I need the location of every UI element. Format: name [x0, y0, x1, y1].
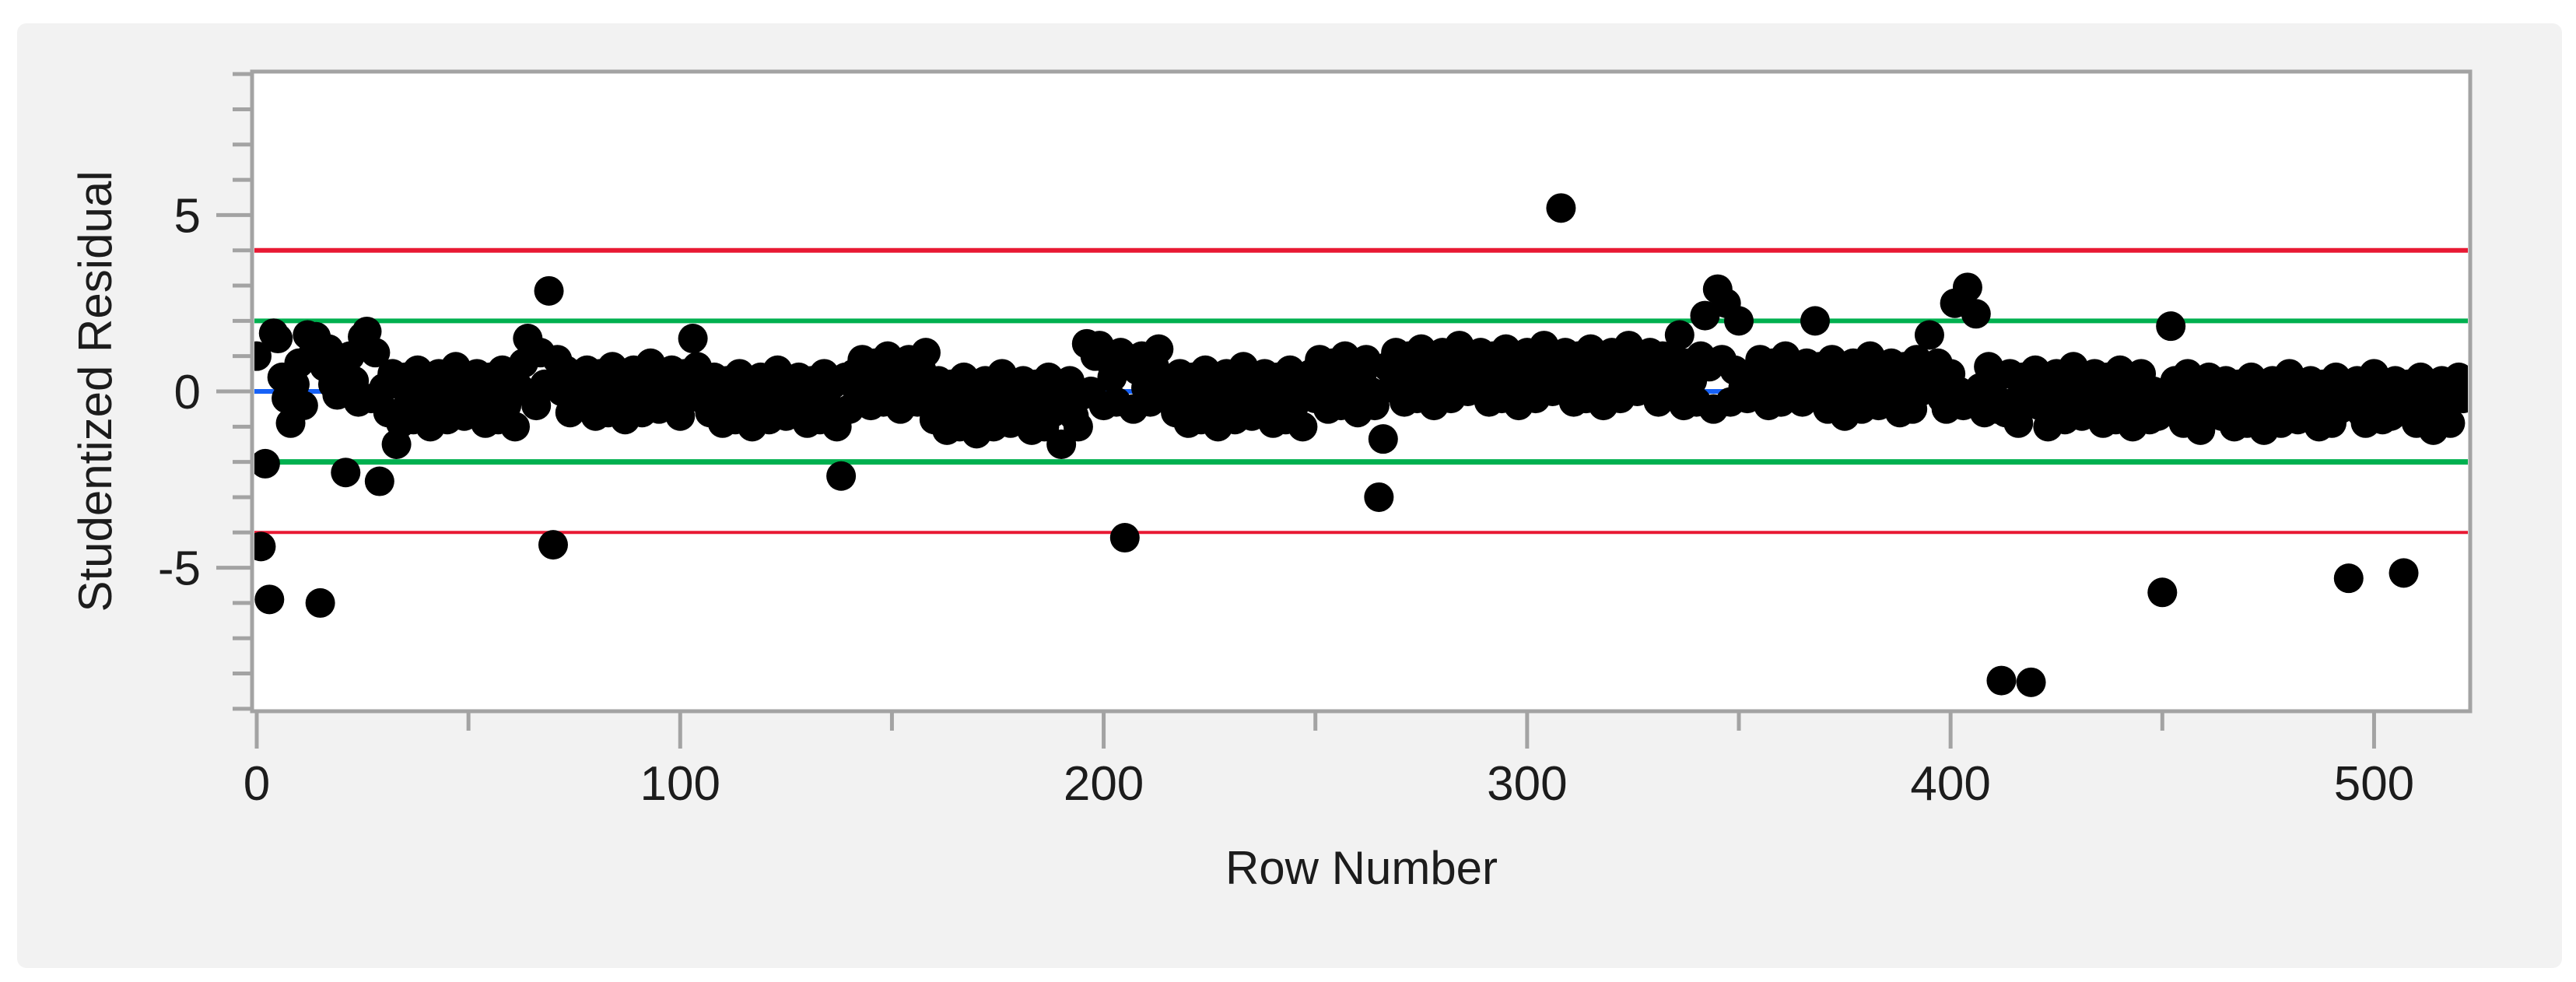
data-point[interactable] [1724, 306, 1754, 336]
x-axis-title: Row Number [1225, 842, 1498, 894]
data-point[interactable] [910, 338, 941, 368]
data-point[interactable] [2333, 563, 2364, 594]
y-tick-label: -5 [158, 542, 201, 596]
data-point[interactable] [1914, 320, 1944, 350]
data-point[interactable] [1063, 412, 1093, 442]
data-point[interactable] [331, 458, 361, 488]
data-point[interactable] [534, 275, 564, 306]
x-tick-label: 200 [1064, 757, 1144, 811]
data-point[interactable] [1664, 320, 1695, 350]
x-tick-label: 0 [244, 757, 270, 811]
data-point[interactable] [500, 412, 531, 442]
data-point[interactable] [1800, 306, 1830, 336]
y-axis-tick-labels: 5 0 -5 [158, 189, 201, 595]
data-point[interactable] [1144, 334, 1174, 364]
data-point[interactable] [2147, 577, 2178, 608]
data-point[interactable] [1288, 412, 1318, 442]
data-point[interactable] [2435, 408, 2466, 438]
data-point[interactable] [1986, 665, 2017, 696]
data-point[interactable] [538, 530, 568, 560]
data-point[interactable] [1952, 272, 1982, 303]
data-point[interactable] [2388, 558, 2419, 588]
data-point[interactable] [2461, 370, 2490, 399]
data-point[interactable] [2156, 311, 2186, 342]
data-point[interactable] [246, 531, 276, 562]
data-point[interactable] [1368, 424, 1398, 454]
x-tick-label: 400 [1910, 757, 1990, 811]
x-tick-label: 100 [640, 757, 720, 811]
reference-lines [254, 247, 2468, 535]
data-points [242, 193, 2490, 697]
data-point[interactable] [826, 461, 857, 491]
data-point[interactable] [263, 324, 293, 354]
data-point[interactable] [364, 466, 394, 496]
y-tick-label: 5 [174, 189, 201, 243]
data-point[interactable] [288, 391, 318, 421]
data-point[interactable] [2003, 408, 2034, 438]
data-point[interactable] [1546, 193, 1576, 223]
data-point[interactable] [254, 584, 285, 615]
data-point[interactable] [678, 324, 708, 354]
data-point[interactable] [1109, 523, 1140, 553]
y-axis-ticks [216, 72, 252, 711]
x-axis-ticks [254, 711, 2376, 749]
data-point[interactable] [305, 587, 335, 618]
x-tick-label: 500 [2334, 757, 2414, 811]
y-tick-label: 0 [174, 366, 201, 419]
data-point[interactable] [665, 401, 696, 431]
data-point[interactable] [242, 341, 272, 371]
y-axis-title: Studentized Residual [69, 170, 121, 612]
data-point[interactable] [1364, 482, 1394, 512]
data-point[interactable] [251, 448, 280, 479]
x-tick-label: 300 [1487, 757, 1567, 811]
data-point[interactable] [1961, 299, 1991, 329]
data-point[interactable] [360, 338, 391, 368]
x-axis-tick-labels: 0 100 200 300 400 500 [244, 757, 2414, 811]
data-point[interactable] [2016, 667, 2046, 697]
